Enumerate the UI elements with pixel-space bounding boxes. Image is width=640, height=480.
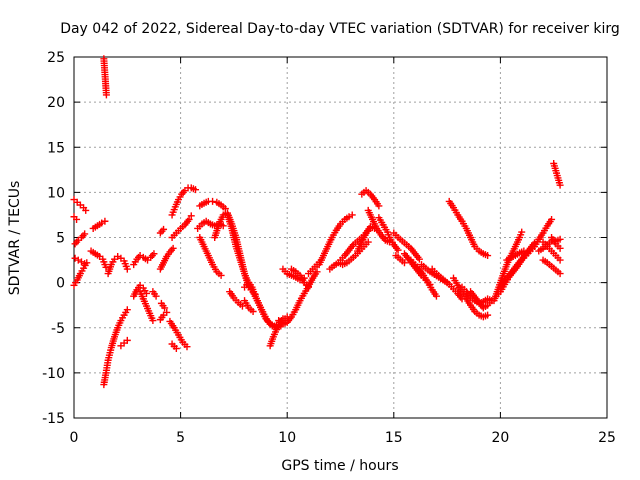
y-tick-label: 5 [56,231,65,247]
y-tick-label: -10 [42,366,65,382]
data-point [518,228,526,236]
tick-layer [73,56,608,419]
data-point [313,268,321,276]
tick-label-layer: 0 5 10 15 20 25 -15 -10 -5 0 5 10 15 20 25 [42,50,616,446]
data-point [348,211,356,219]
data-point [82,206,90,214]
data-point [192,186,200,194]
y-tick-label: 0 [56,276,65,292]
x-axis-label: GPS time / hours [281,458,398,474]
y-tick-label: 10 [47,185,65,201]
data-point [172,345,180,353]
data-point [375,202,383,210]
data-point [556,181,564,189]
data-point [187,212,195,220]
data-point [161,304,169,312]
data-point [305,283,313,291]
data-point [217,271,225,279]
data-point [152,292,160,300]
data-point [484,252,492,260]
data-point [81,230,89,238]
data-point [556,270,564,278]
x-tick-label: 20 [491,430,509,446]
data-point [185,215,193,223]
data-point [160,225,168,233]
y-tick-label: 15 [47,140,65,156]
y-tick-label: 25 [47,50,65,66]
data-point [183,343,191,351]
x-tick-label: 0 [70,430,79,446]
data-point [249,308,257,316]
y-tick-label: 20 [47,95,65,111]
data-point [556,244,564,252]
data-point [149,317,157,325]
data-layer [70,55,564,389]
x-tick-label: 15 [385,430,403,446]
data-point [364,238,372,246]
data-point [432,292,440,300]
x-tick-label: 10 [278,430,296,446]
x-tick-label: 25 [598,430,616,446]
data-point [209,197,217,205]
data-point [101,217,109,225]
data-point [556,235,564,243]
y-tick-label: -15 [42,411,65,427]
data-point [520,247,528,255]
x-tick-label: 5 [176,430,185,446]
data-point [102,91,110,99]
data-point [548,215,556,223]
y-axis-label: SDTVAR / TECUs [7,181,23,296]
data-point [251,290,259,298]
data-point [169,244,177,252]
data-point [83,259,91,267]
chart-title: Day 042 of 2022, Sidereal Day-to-day VTE… [60,21,620,37]
data-point [400,259,408,267]
data-point [556,256,564,264]
data-point [123,265,131,273]
data-point [123,306,131,314]
data-point [531,239,539,247]
grid-layer [74,57,607,418]
data-point [415,255,423,263]
y-tick-label: -5 [51,321,65,337]
data-point [484,311,492,319]
data-point [123,336,131,344]
data-point [163,308,171,316]
data-point [73,215,81,223]
data-point [150,250,158,258]
data-point [394,246,402,254]
